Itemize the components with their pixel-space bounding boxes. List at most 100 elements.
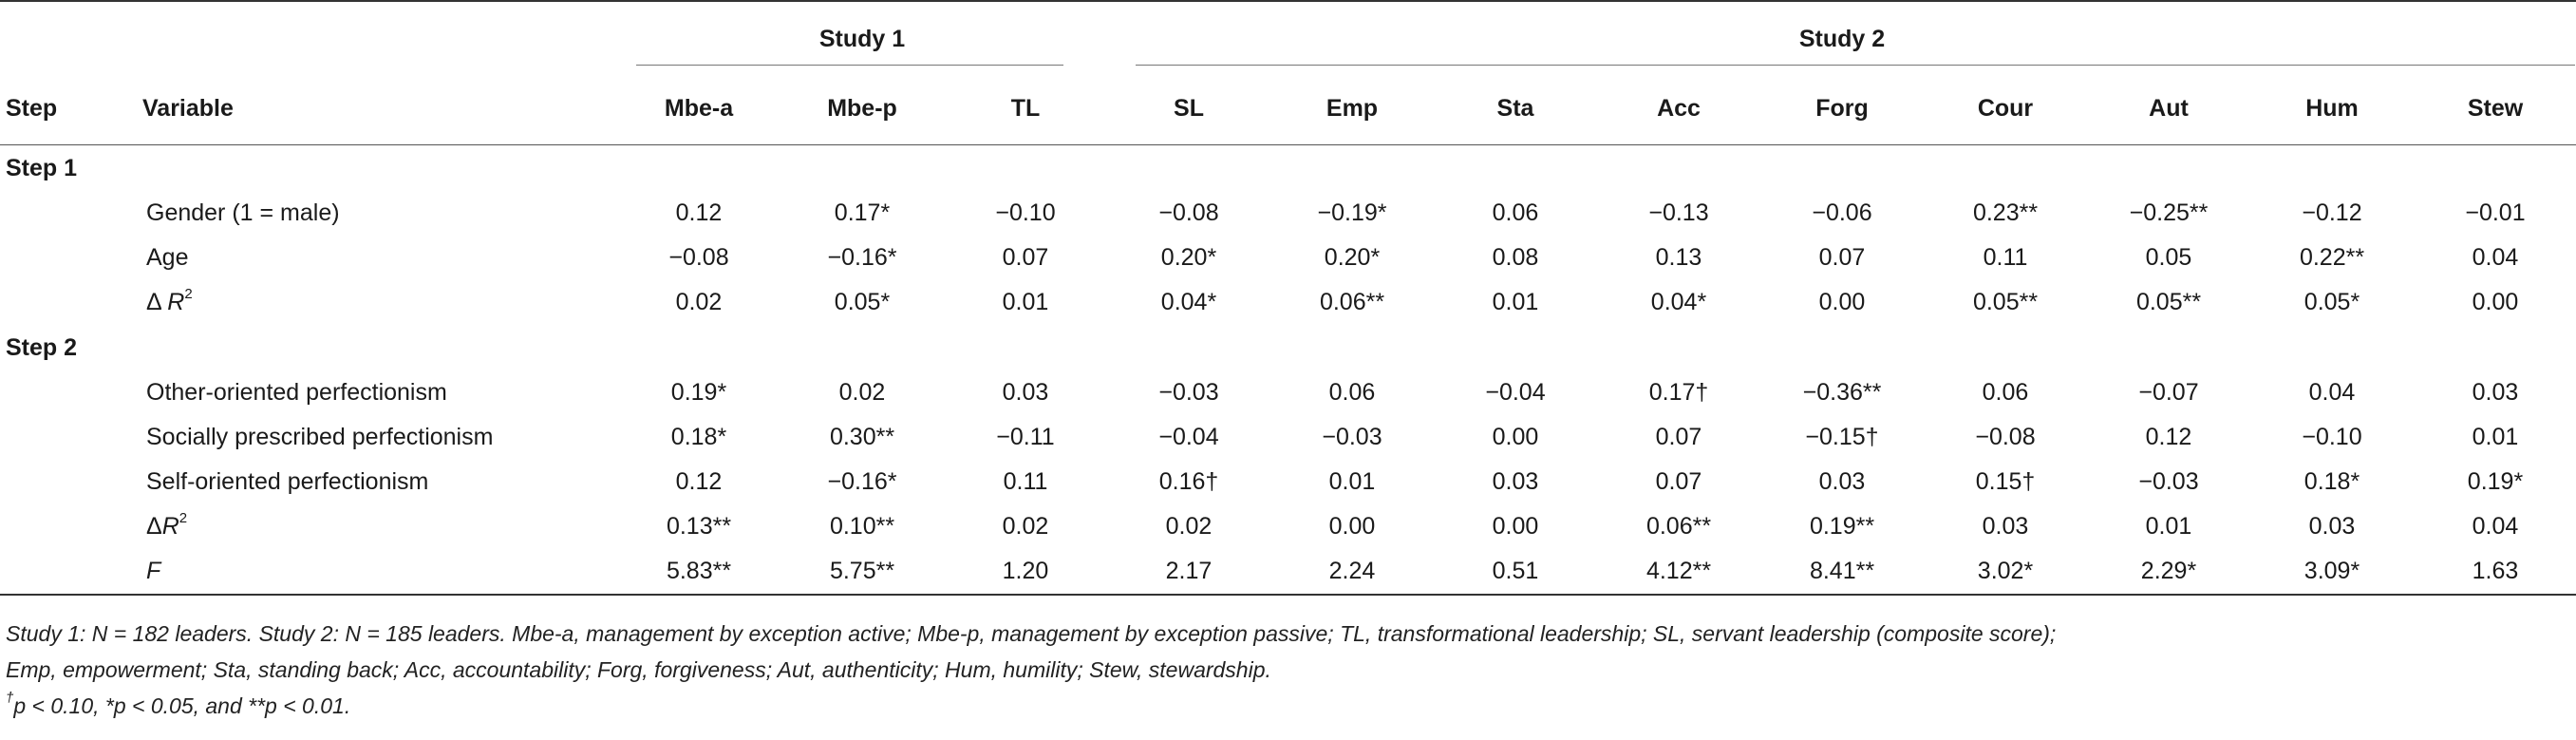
col-header: Acc [1597, 72, 1760, 145]
section-row: Step 1 [0, 145, 2576, 192]
value-cell: 0.15† [1975, 468, 2036, 495]
superscript: 2 [184, 285, 193, 302]
value-cell: 0.00 [2472, 289, 2519, 315]
value-cell: 0.05* [2303, 289, 2360, 315]
value-cell: 0.05* [834, 289, 891, 315]
value-cell: 0.19* [670, 379, 727, 406]
value-cell: 0.03 [1002, 379, 1049, 406]
value-cell: 2.17 [1107, 549, 1270, 596]
col-header: Stew [2414, 72, 2576, 145]
step-cell [0, 191, 142, 236]
col-header: SL [1107, 72, 1270, 145]
variable-cell: Other-oriented perfectionism [146, 379, 447, 406]
value-cell: −0.11 [996, 424, 1055, 450]
value-cell: 0.03 [1982, 513, 2029, 540]
value-cell: −0.15† [1805, 424, 1879, 450]
variable-cell: Self-oriented perfectionism [146, 468, 429, 495]
section-label: Step 2 [6, 333, 78, 361]
value-cell: −0.16* [827, 244, 897, 271]
value-cell: 8.41** [1760, 549, 1924, 596]
value-cell: 0.17† [1648, 379, 1709, 406]
value-cell: 0.51 [1434, 549, 1597, 596]
value-cell: 0.04 [2472, 244, 2519, 271]
col-header: Cour [1924, 72, 2087, 145]
value-cell: −0.10 [995, 199, 1056, 226]
value-cell: 0.13** [666, 513, 732, 540]
group-header-row: Study 1 Study 2 [0, 19, 2576, 72]
variable-cell: Δ R2 [142, 280, 617, 325]
value-cell: 0.01 [2472, 424, 2519, 450]
variable-symbol: R [167, 289, 185, 315]
table-notes: Study 1: N = 182 leaders. Study 2: N = 1… [6, 616, 2569, 724]
variable-cell: Gender (1 = male) [146, 199, 340, 226]
value-cell: 0.11 [1983, 244, 2028, 271]
variable-symbol: R [161, 513, 179, 540]
table-row: ΔR2 0.13** 0.10** 0.02 0.02 0.00 0.00 0.06** 0.1… [0, 504, 2576, 549]
value-cell: −0.08 [668, 244, 729, 271]
value-cell: 0.07 [1655, 468, 1702, 495]
delta-symbol: Δ [146, 513, 162, 540]
value-cell: 0.12 [675, 468, 723, 495]
value-cell: 0.20* [1324, 244, 1381, 271]
value-cell: 0.10** [829, 513, 895, 540]
value-cell: 0.06** [1319, 289, 1385, 315]
group-header-study2: Study 2 [1107, 19, 2576, 72]
value-cell: 2.24 [1270, 549, 1434, 596]
value-cell: 5.83** [617, 549, 780, 596]
variable-cell: ΔR2 [142, 504, 617, 549]
value-cell: −0.08 [1975, 424, 2036, 450]
value-cell: 2.29* [2087, 549, 2250, 596]
value-cell: −0.06 [1812, 199, 1872, 226]
table-row: Δ R2 0.02 0.05* 0.01 0.04* 0.06** 0.01 0.04* 0.0… [0, 280, 2576, 325]
value-cell: 0.01 [1492, 289, 1539, 315]
value-cell: 0.11 [1003, 468, 1048, 495]
group-header-study1: Study 1 [617, 19, 1107, 72]
value-cell: 0.01 [1328, 468, 1376, 495]
value-cell: −0.01 [2465, 199, 2526, 226]
top-rule [0, 0, 2576, 19]
value-cell: 0.04 [2308, 379, 2356, 406]
variable-symbol: F [146, 558, 161, 584]
value-cell: 0.02 [675, 289, 723, 315]
value-cell: 0.07 [1002, 244, 1049, 271]
step-cell [0, 370, 142, 415]
column-header-row: Step Variable Mbe-a Mbe-p TL SL Emp Sta … [0, 72, 2576, 145]
value-cell: 0.05 [2145, 244, 2192, 271]
step-cell [0, 549, 142, 596]
value-cell: 0.03 [1492, 468, 1539, 495]
value-cell: −0.03 [1322, 424, 1382, 450]
value-cell: −0.19* [1317, 199, 1387, 226]
value-cell: 0.12 [675, 199, 723, 226]
value-cell: 0.00 [1328, 513, 1376, 540]
variable-cell: Socially prescribed perfectionism [146, 424, 494, 450]
step-cell [0, 236, 142, 280]
step-cell [0, 504, 142, 549]
table-row: F 5.83** 5.75** 1.20 2.17 2.24 0.51 4.12** 8.41*… [0, 549, 2576, 596]
value-cell: 3.09* [2250, 549, 2414, 596]
section-row: Step 2 [0, 325, 2576, 370]
step-cell [0, 280, 142, 325]
value-cell: −0.10 [2302, 424, 2362, 450]
value-cell: 0.03 [1818, 468, 1866, 495]
regression-table: Study 1 Study 2 Step Variable Mbe-a Mbe-… [0, 0, 2576, 596]
dagger-symbol: † [6, 690, 14, 707]
value-cell: 0.30** [829, 424, 895, 450]
value-cell: 0.01 [1002, 289, 1049, 315]
table-body: Step 1 Gender (1 = male) 0.12 0.17* −0.10 −0.… [0, 145, 2576, 596]
value-cell: 0.18* [670, 424, 727, 450]
value-cell: 1.20 [944, 549, 1107, 596]
value-cell: −0.16* [827, 468, 897, 495]
value-cell: 0.04 [2472, 513, 2519, 540]
value-cell: 0.17* [834, 199, 891, 226]
value-cell: 0.05** [2135, 289, 2202, 315]
value-cell: 0.02 [1165, 513, 1213, 540]
table-row: Socially prescribed perfectionism 0.18* 0.… [0, 415, 2576, 460]
value-cell: 0.19* [2467, 468, 2524, 495]
col-header: Sta [1434, 72, 1597, 145]
note-line: Study 1: N = 182 leaders. Study 2: N = 1… [6, 621, 2057, 646]
value-cell: 0.16† [1158, 468, 1219, 495]
value-cell: 0.18* [2303, 468, 2360, 495]
value-cell: 0.07 [1818, 244, 1866, 271]
col-header: Mbe-p [780, 72, 944, 145]
value-cell: 0.01 [2145, 513, 2192, 540]
